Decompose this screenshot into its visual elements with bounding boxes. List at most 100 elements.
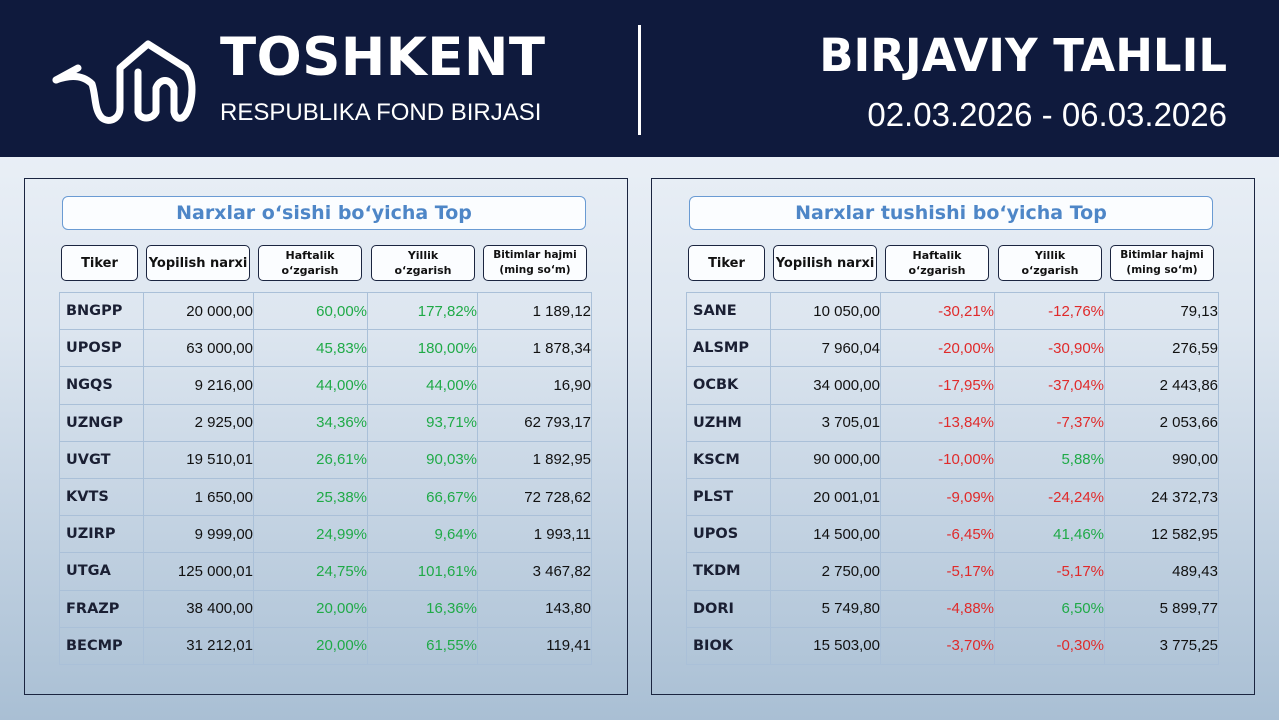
weekly-change-cell: 45,83%: [253, 329, 368, 368]
trade-volume-cell: 72 728,62: [477, 477, 592, 517]
column-header-close-price-label: Yopilish narxi: [148, 255, 248, 271]
weekly-change-cell: 24,75%: [253, 552, 368, 591]
ticker-cell: TKDM: [686, 552, 771, 591]
close-price-cell: 63 000,00: [143, 329, 254, 368]
ticker-cell: SANE: [686, 291, 771, 331]
yearly-change-cell: 6,50%: [994, 589, 1105, 628]
table-row: SANE 10 050,00 -30,21% -12,76% 79,13: [686, 291, 1219, 331]
yearly-change-cell: -24,24%: [994, 477, 1105, 517]
close-price-cell: 38 400,00: [143, 589, 254, 628]
weekly-change-cell: -5,17%: [880, 552, 995, 591]
table-row: KSCM 90 000,00 -10,00% 5,88% 990,00: [686, 440, 1219, 479]
yearly-change-cell: 41,46%: [994, 515, 1105, 554]
column-header-yearly-line2: o‘zgarish: [394, 264, 452, 277]
yearly-change-cell: -5,17%: [994, 552, 1105, 591]
close-price-cell: 5 749,80: [770, 589, 881, 628]
gainers-table: BNGPP 20 000,00 60,00% 177,82% 1 189,12 UPOSP…: [59, 291, 592, 665]
trade-volume-cell: 1 189,12: [477, 291, 592, 331]
column-header-volume-line1: Bitimlar hajmi: [1120, 249, 1204, 261]
table-row: UZHM 3 705,01 -13,84% -7,37% 2 053,66: [686, 403, 1219, 442]
weekly-change-cell: 44,00%: [253, 366, 368, 405]
column-header-close-price: Yopilish narxi: [146, 245, 250, 281]
close-price-cell: 34 000,00: [770, 366, 881, 405]
column-header-weekly-line2: o‘zgarish: [908, 264, 966, 277]
trade-volume-cell: 12 582,95: [1104, 515, 1219, 554]
column-header-yearly-change: Yillik o‘zgarish: [371, 245, 475, 281]
table-row: TKDM 2 750,00 -5,17% -5,17% 489,43: [686, 552, 1219, 591]
weekly-change-cell: 24,99%: [253, 515, 368, 554]
weekly-change-cell: 26,61%: [253, 440, 368, 479]
table-row: UTGA 125 000,01 24,75% 101,61% 3 467,82: [59, 552, 592, 591]
column-header-volume-line1: Bitimlar hajmi: [493, 249, 577, 261]
yearly-change-cell: 93,71%: [367, 403, 478, 442]
weekly-change-cell: -20,00%: [880, 329, 995, 368]
table-row: BIOK 15 503,00 -3,70% -0,30% 3 775,25: [686, 626, 1219, 665]
losers-table: SANE 10 050,00 -30,21% -12,76% 79,13 ALSMP 7 9…: [686, 291, 1219, 665]
table-row: BECMP 31 212,01 20,00% 61,55% 119,41: [59, 626, 592, 665]
ticker-cell: ALSMP: [686, 329, 771, 368]
column-header-yearly-change: Yillik o‘zgarish: [998, 245, 1102, 281]
column-header-ticker-label: Tiker: [81, 255, 118, 271]
close-price-cell: 90 000,00: [770, 440, 881, 479]
yearly-change-cell: 5,88%: [994, 440, 1105, 479]
close-price-cell: 20 001,01: [770, 477, 881, 517]
ticker-cell: UVGT: [59, 440, 144, 479]
weekly-change-cell: 25,38%: [253, 477, 368, 517]
column-header-ticker: Tiker: [688, 245, 765, 281]
yearly-change-cell: 44,00%: [367, 366, 478, 405]
close-price-cell: 19 510,01: [143, 440, 254, 479]
close-price-cell: 3 705,01: [770, 403, 881, 442]
trade-volume-cell: 119,41: [477, 626, 592, 665]
weekly-change-cell: -6,45%: [880, 515, 995, 554]
trade-volume-cell: 1 878,34: [477, 329, 592, 368]
column-header-close-price-label: Yopilish narxi: [775, 255, 875, 271]
ticker-cell: UTGA: [59, 552, 144, 591]
ticker-cell: OCBK: [686, 366, 771, 405]
trade-volume-cell: 24 372,73: [1104, 477, 1219, 517]
ticker-cell: BNGPP: [59, 291, 144, 331]
ticker-cell: PLST: [686, 477, 771, 517]
close-price-cell: 1 650,00: [143, 477, 254, 517]
trade-volume-cell: 990,00: [1104, 440, 1219, 479]
ticker-cell: BECMP: [59, 626, 144, 665]
yearly-change-cell: -30,90%: [994, 329, 1105, 368]
column-header-trade-volume: Bitimlar hajmi (ming so‘m): [1110, 245, 1214, 281]
ticker-cell: DORI: [686, 589, 771, 628]
ticker-cell: UZNGP: [59, 403, 144, 442]
ticker-cell: UPOSP: [59, 329, 144, 368]
close-price-cell: 2 750,00: [770, 552, 881, 591]
yearly-change-cell: 66,67%: [367, 477, 478, 517]
yearly-change-cell: 101,61%: [367, 552, 478, 591]
close-price-cell: 7 960,04: [770, 329, 881, 368]
close-price-cell: 9 999,00: [143, 515, 254, 554]
table-row: UZIRP 9 999,00 24,99% 9,64% 1 993,11: [59, 515, 592, 554]
column-header-close-price: Yopilish narxi: [773, 245, 877, 281]
table-row: ALSMP 7 960,04 -20,00% -30,90% 276,59: [686, 329, 1219, 368]
weekly-change-cell: -30,21%: [880, 291, 995, 331]
weekly-change-cell: -17,95%: [880, 366, 995, 405]
losers-title: Narxlar tushishi bo‘yicha Top: [689, 196, 1213, 230]
trade-volume-cell: 1 993,11: [477, 515, 592, 554]
trade-volume-cell: 143,80: [477, 589, 592, 628]
yearly-change-cell: -12,76%: [994, 291, 1105, 331]
trade-volume-cell: 276,59: [1104, 329, 1219, 368]
column-header-trade-volume: Bitimlar hajmi (ming so‘m): [483, 245, 587, 281]
column-header-weekly-line1: Haftalik: [912, 249, 962, 262]
yearly-change-cell: 9,64%: [367, 515, 478, 554]
trade-volume-cell: 489,43: [1104, 552, 1219, 591]
yearly-change-cell: 180,00%: [367, 329, 478, 368]
table-row: UVGT 19 510,01 26,61% 90,03% 1 892,95: [59, 440, 592, 479]
weekly-change-cell: 20,00%: [253, 626, 368, 665]
close-price-cell: 14 500,00: [770, 515, 881, 554]
trade-volume-cell: 2 443,86: [1104, 366, 1219, 405]
ticker-cell: KSCM: [686, 440, 771, 479]
ticker-cell: FRAZP: [59, 589, 144, 628]
table-row: NGQS 9 216,00 44,00% 44,00% 16,90: [59, 366, 592, 405]
column-header-weekly-change: Haftalik o‘zgarish: [258, 245, 362, 281]
weekly-change-cell: -4,88%: [880, 589, 995, 628]
close-price-cell: 15 503,00: [770, 626, 881, 665]
column-header-weekly-line2: o‘zgarish: [281, 264, 339, 277]
column-header-ticker-label: Tiker: [708, 255, 745, 271]
report-title: BIRJAVIY TAHLIL: [819, 29, 1227, 82]
yearly-change-cell: 16,36%: [367, 589, 478, 628]
